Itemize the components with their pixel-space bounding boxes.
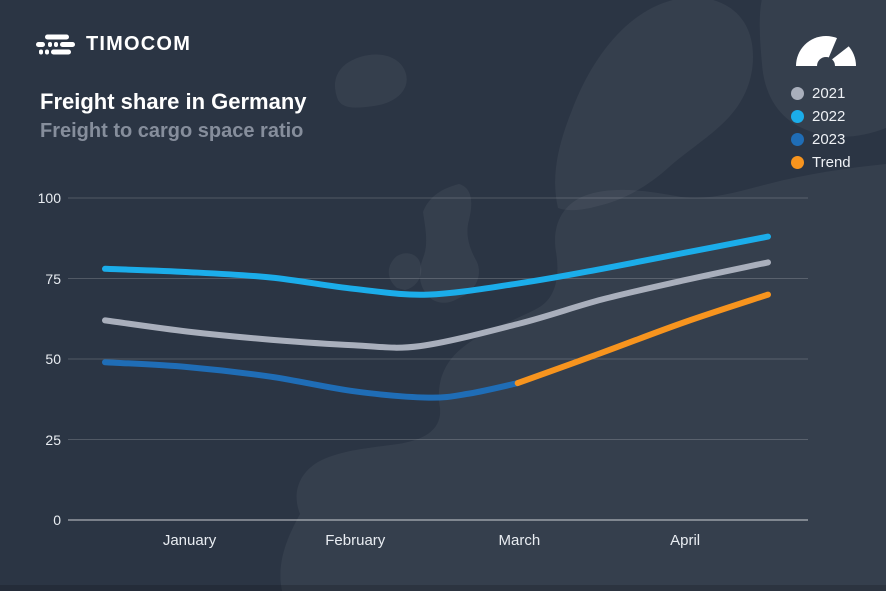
y-tick-label: 50 [45, 351, 61, 367]
y-tick-label: 0 [53, 512, 61, 528]
legend-label-2023: 2023 [812, 131, 846, 148]
map-ireland [388, 253, 422, 290]
map-iceland [334, 54, 407, 108]
legend-label-2022: 2022 [812, 108, 846, 125]
legend-dot-2021 [791, 87, 804, 100]
timocom-truck-icon [36, 34, 75, 55]
series-line-2022 [102, 233, 771, 298]
x-tick-label-february: February [325, 532, 386, 549]
legend-label-trend: Trend [812, 154, 851, 171]
chart-title: Freight share in Germany [40, 89, 307, 114]
legend-dot-2022 [791, 110, 804, 123]
legend: 2021 2022 2023 Trend [791, 82, 851, 174]
legend-item-trend: Trend [791, 151, 851, 174]
series-line-2021 [102, 259, 771, 351]
map-scandinavia [555, 0, 753, 211]
legend-dot-2023 [791, 133, 804, 146]
series-line-trend [514, 291, 771, 387]
x-tick-label-january: January [162, 532, 217, 549]
logo-text: TIMOCOM [86, 33, 192, 55]
y-tick-label: 75 [45, 270, 61, 287]
bottom-edge-strip [0, 585, 886, 591]
speedometer-gauge-icon [795, 28, 857, 68]
x-tick-label-march: March [498, 532, 541, 549]
y-tick-label: 25 [45, 431, 61, 448]
legend-item-2022: 2022 [791, 105, 851, 128]
chart-subtitle: Freight to cargo space ratio [40, 120, 304, 142]
series-line-2023 [102, 359, 521, 401]
legend-label-2021: 2021 [812, 85, 846, 102]
legend-item-2023: 2023 [791, 128, 851, 151]
y-tick-label: 100 [37, 190, 61, 206]
timocom-logo: TIMOCOM [36, 33, 191, 56]
legend-item-2021: 2021 [791, 82, 851, 105]
map-continent [280, 164, 886, 591]
legend-dot-trend [791, 156, 804, 169]
map-uk [419, 184, 479, 303]
x-tick-label-april: April [670, 532, 701, 549]
